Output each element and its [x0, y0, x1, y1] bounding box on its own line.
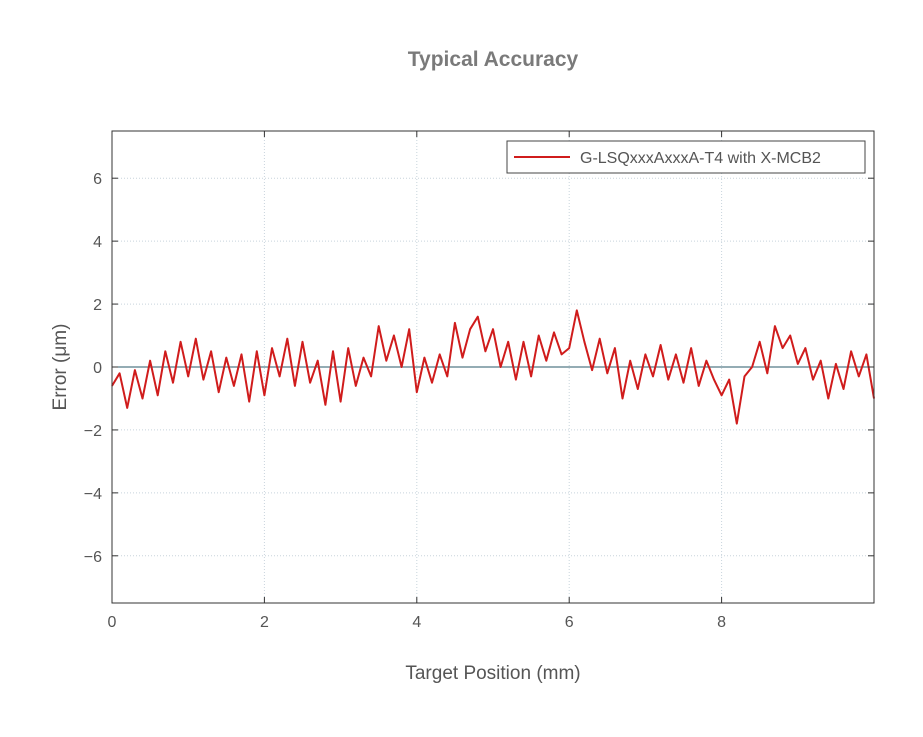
- series-line: [111, 309, 875, 425]
- y-tick-label: 2: [93, 297, 102, 314]
- ticks: 0 2 4 6 8 −6 −4 −2 0 2 4 6: [84, 131, 874, 631]
- y-tick-label: −4: [84, 486, 102, 503]
- y-tick-label: −2: [84, 423, 102, 440]
- legend: G-LSQxxxAxxxA-T4 with X-MCB2: [506, 140, 866, 174]
- x-axis-label: Target Position (mm): [405, 663, 580, 684]
- y-tick-label: −6: [84, 549, 102, 566]
- legend-label: G-LSQxxxAxxxA-T4 with X-MCB2: [580, 150, 821, 167]
- y-axis-label: Error (μm): [50, 324, 71, 411]
- x-tick-label: 0: [108, 614, 117, 631]
- x-tick-label: 2: [260, 614, 269, 631]
- chart-title: Typical Accuracy: [408, 48, 579, 71]
- x-tick-label: 4: [412, 614, 421, 631]
- x-tick-label: 8: [717, 614, 726, 631]
- x-tick-label: 6: [565, 614, 574, 631]
- y-tick-label: 6: [93, 171, 102, 188]
- y-tick-label: 0: [93, 360, 102, 377]
- y-tick-label: 4: [93, 234, 102, 251]
